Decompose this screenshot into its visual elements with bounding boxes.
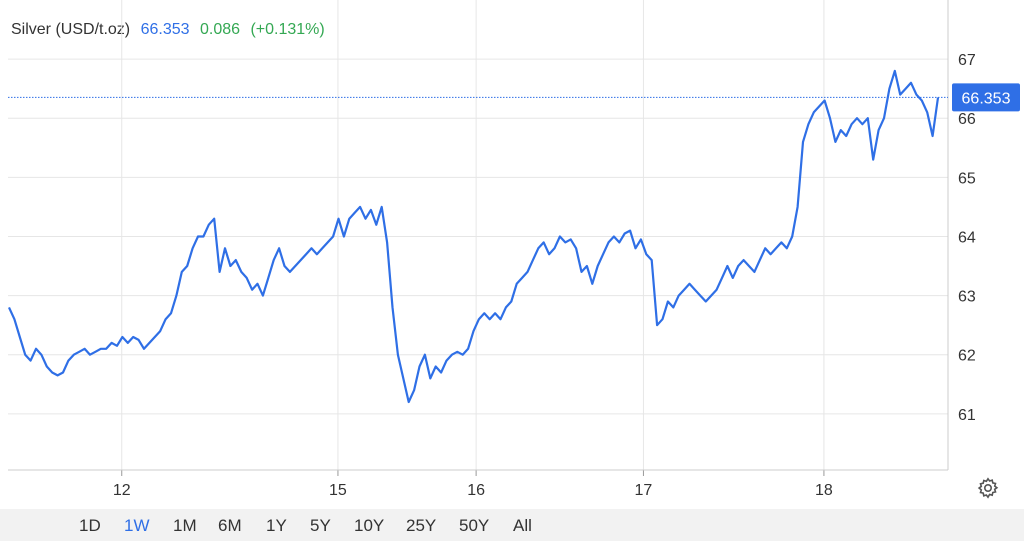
range-1w[interactable]: 1W [124,516,150,535]
y-tick-label: 65 [958,170,976,187]
x-tick-label: 15 [329,482,347,499]
y-tick-label: 64 [958,229,976,246]
range-10y[interactable]: 10Y [354,516,385,535]
instrument-label: Silver (USD/t.oz) [11,21,131,38]
price-line-group [7,69,940,404]
price-badge [952,83,1020,112]
y-tick-label: 67 [958,52,976,69]
chart-header: Silver (USD/t.oz) 66.353 0.086 (+0.131%) [11,21,331,39]
axes: 61 62 63 64 65 66 67 12 15 16 17 18 [8,0,976,499]
range-all[interactable]: All [513,516,532,535]
range-6m[interactable]: 6M [218,516,242,535]
range-25y[interactable]: 25Y [406,516,437,535]
price-change: 0.086 [199,21,241,38]
range-1y[interactable]: 1Y [266,516,287,535]
price-change-percent: (+0.131%) [250,21,325,38]
current-price: 66.353 [140,21,190,38]
range-1m[interactable]: 1M [173,516,197,535]
range-1d[interactable]: 1D [79,516,101,535]
grid [8,0,948,470]
x-tick-label: 12 [113,482,131,499]
price-badge-group: 66.353 [8,83,1020,112]
x-tick-label: 16 [467,482,485,499]
range-50y[interactable]: 50Y [459,516,490,535]
range-5y[interactable]: 5Y [310,516,331,535]
y-tick-label: 62 [958,348,976,365]
y-tick-label: 66 [958,111,976,128]
range-selector: 1D 1W 1M 6M 1Y 5Y 10Y 25Y 50Y All [0,509,1024,541]
price-chart[interactable]: 61 62 63 64 65 66 67 12 15 16 17 18 66.353 [0,0,1024,509]
y-tick-label: 63 [958,289,976,306]
gear-icon[interactable] [976,476,1000,500]
y-tick-label: 61 [958,407,976,424]
x-tick-label: 17 [635,482,653,499]
price-badge-label: 66.353 [962,90,1011,107]
x-tick-label: 18 [815,482,833,499]
price-line [7,69,940,404]
